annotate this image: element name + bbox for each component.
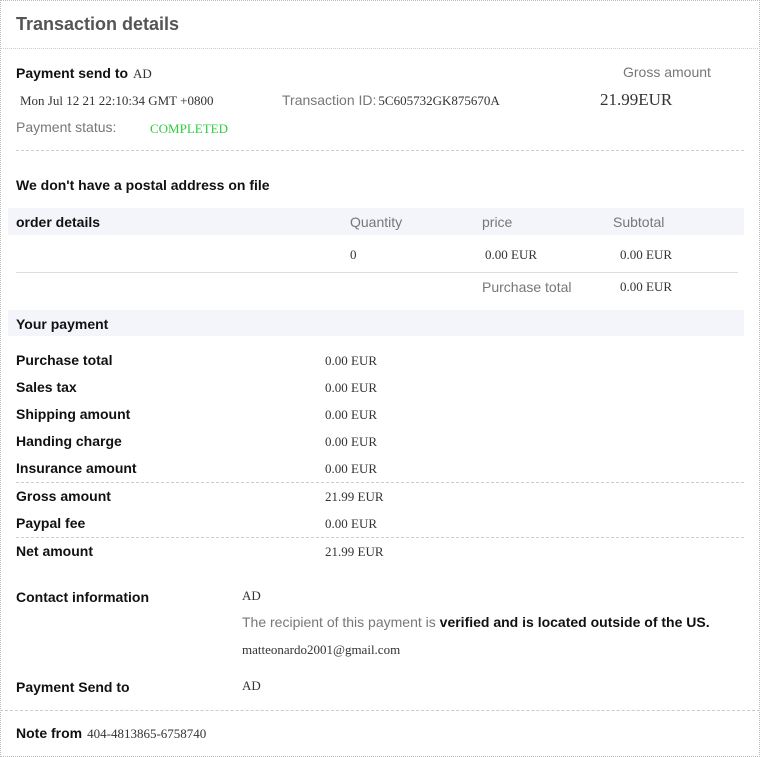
note-from-label: Note from xyxy=(16,725,83,741)
payment-send-to-value: AD xyxy=(133,66,152,81)
divider xyxy=(16,482,744,483)
transaction-id: 5C605732GK875670A xyxy=(378,93,500,108)
payment-row-label: Shipping amount xyxy=(16,406,131,422)
payment-row-value: 21.99 EUR xyxy=(325,544,384,559)
divider xyxy=(16,537,744,538)
payment-row-value: 0.00 EUR xyxy=(325,516,377,531)
recipient-status: The recipient of this payment is verifie… xyxy=(242,615,710,629)
transaction-date: Mon Jul 12 21 22:10:34 GMT +0800 xyxy=(20,93,214,108)
payment-row-label: Net amount xyxy=(16,543,93,559)
payment-row-value: 0.00 EUR xyxy=(325,407,377,422)
your-payment-title: Your payment xyxy=(16,316,109,332)
payment-status-badge: COMPLETED xyxy=(150,121,228,136)
payment-row-value: 0.00 EUR xyxy=(325,353,377,368)
subtotal-header: Subtotal xyxy=(613,214,665,230)
purchase-total-label: Purchase total xyxy=(482,279,572,295)
transaction-id-label: Transaction ID: xyxy=(282,92,377,108)
note-from: Note from 404-4813865-6758740 xyxy=(16,726,206,742)
payment-send-to: Payment send to AD xyxy=(16,66,152,82)
payment-row-label: Purchase total xyxy=(16,352,113,368)
order-details-header: order details xyxy=(16,214,101,230)
payment-send-to-label: Payment send to xyxy=(16,65,129,81)
recipient-prefix: The recipient of this payment is xyxy=(242,614,440,630)
gross-amount-value: 21.99EUR xyxy=(600,90,673,109)
payment-row-label: Paypal fee xyxy=(16,515,86,531)
divider xyxy=(0,48,760,49)
order-subtotal: 0.00 EUR xyxy=(620,247,672,262)
your-payment-header xyxy=(8,310,744,336)
payment-row-value: 0.00 EUR xyxy=(325,461,377,476)
recipient-verified: verified and is located outside of the U… xyxy=(439,614,710,630)
payment-send-to-label-2: Payment Send to xyxy=(16,679,130,695)
order-header xyxy=(8,208,744,235)
contact-email: matteonardo2001@gmail.com xyxy=(242,642,401,657)
contact-information-label: Contact information xyxy=(16,589,149,605)
gross-amount-label: Gross amount xyxy=(623,64,711,80)
divider xyxy=(16,272,738,273)
note-from-value: 404-4813865-6758740 xyxy=(87,726,207,741)
order-quantity: 0 xyxy=(350,247,357,262)
quantity-header: Quantity xyxy=(350,214,403,230)
order-price: 0.00 EUR xyxy=(485,247,537,262)
divider xyxy=(16,150,744,151)
page-title: Transaction details xyxy=(16,14,180,34)
payment-row-label: Insurance amount xyxy=(16,460,137,476)
divider xyxy=(0,710,760,711)
payment-row-label: Gross amount xyxy=(16,488,111,504)
transaction-id-row: Transaction ID: 5C605732GK875670A xyxy=(282,93,500,109)
payment-row-value: 21.99 EUR xyxy=(325,489,384,504)
payment-row-label: Handing charge xyxy=(16,433,122,449)
payment-send-to-value-2: AD xyxy=(242,678,261,693)
payment-row-label: Sales tax xyxy=(16,379,77,395)
payment-status-label: Payment status: xyxy=(16,119,117,135)
postal-address-note: We don't have a postal address on file xyxy=(16,177,270,193)
contact-name: AD xyxy=(242,588,261,603)
price-header: price xyxy=(482,214,513,230)
payment-row-value: 0.00 EUR xyxy=(325,380,377,395)
purchase-total-value: 0.00 EUR xyxy=(620,279,672,294)
payment-row-value: 0.00 EUR xyxy=(325,434,377,449)
